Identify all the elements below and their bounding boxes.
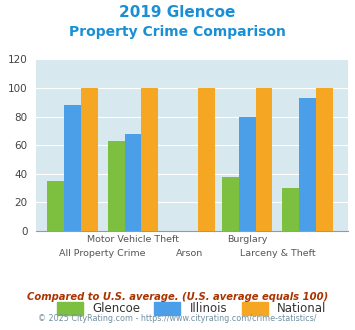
Text: All Property Crime: All Property Crime [59,249,146,258]
Bar [108,141,125,231]
Text: Burglary: Burglary [227,235,267,244]
Bar [222,177,239,231]
Bar [316,88,333,231]
Bar [198,88,215,231]
Bar [64,105,81,231]
Bar [239,116,256,231]
Bar [282,188,299,231]
Legend: Glencoe, Illinois, National: Glencoe, Illinois, National [52,297,331,320]
Bar [125,134,141,231]
Text: Motor Vehicle Theft: Motor Vehicle Theft [87,235,179,244]
Bar [81,88,98,231]
Text: 2019 Glencoe: 2019 Glencoe [119,5,236,20]
Text: Compared to U.S. average. (U.S. average equals 100): Compared to U.S. average. (U.S. average … [27,292,328,302]
Text: Property Crime Comparison: Property Crime Comparison [69,25,286,39]
Text: Larceny & Theft: Larceny & Theft [240,249,315,258]
Bar [141,88,158,231]
Bar [47,181,64,231]
Bar [299,98,316,231]
Text: © 2025 CityRating.com - https://www.cityrating.com/crime-statistics/: © 2025 CityRating.com - https://www.city… [38,314,317,323]
Text: Arson: Arson [176,249,204,258]
Bar [256,88,272,231]
